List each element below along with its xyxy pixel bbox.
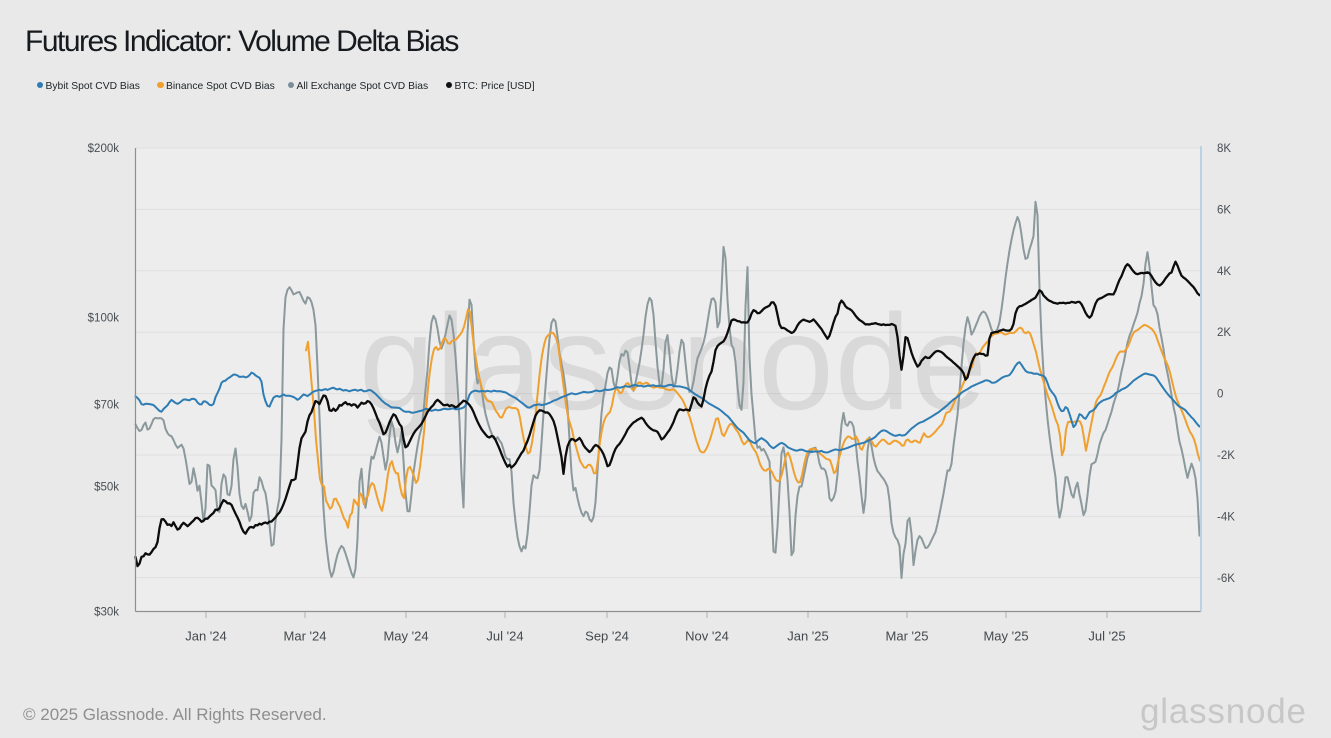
svg-text:Sep '24: Sep '24 <box>585 629 629 644</box>
svg-text:4K: 4K <box>1217 266 1231 278</box>
svg-text:Nov '24: Nov '24 <box>685 629 729 644</box>
svg-text:2K: 2K <box>1217 327 1231 339</box>
svg-text:$30k: $30k <box>94 607 119 619</box>
svg-text:Mar '24: Mar '24 <box>284 629 327 644</box>
svg-text:0: 0 <box>1217 389 1223 401</box>
svg-text:May '24: May '24 <box>383 629 428 644</box>
svg-text:$50k: $50k <box>94 482 119 494</box>
svg-text:$70k: $70k <box>94 400 119 412</box>
svg-text:May '25: May '25 <box>983 629 1028 644</box>
svg-text:Jul '25: Jul '25 <box>1088 629 1125 644</box>
svg-text:-2K: -2K <box>1217 450 1235 462</box>
svg-text:Jul '24: Jul '24 <box>486 629 523 644</box>
svg-text:$100k: $100k <box>88 312 120 324</box>
svg-text:$200k: $200k <box>88 143 120 155</box>
svg-text:Mar '25: Mar '25 <box>886 629 929 644</box>
svg-text:8K: 8K <box>1217 143 1231 155</box>
svg-text:-4K: -4K <box>1217 511 1235 523</box>
svg-text:-6K: -6K <box>1217 573 1235 585</box>
svg-text:Jan '24: Jan '24 <box>185 629 227 644</box>
svg-text:Jan '25: Jan '25 <box>787 629 829 644</box>
svg-text:glassnode: glassnode <box>359 286 988 438</box>
svg-text:6K: 6K <box>1217 204 1231 216</box>
